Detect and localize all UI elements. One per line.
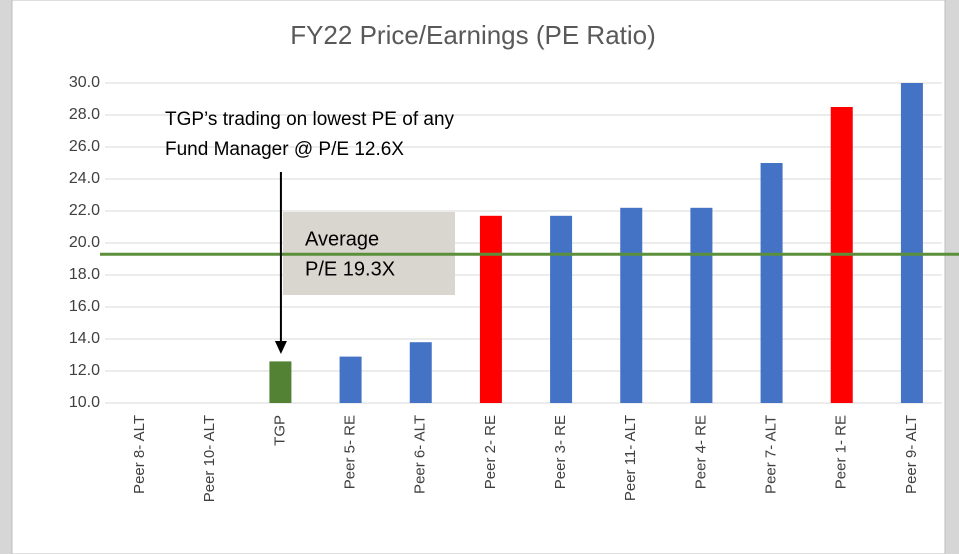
y-tick-label: 28.0 xyxy=(69,106,100,123)
y-tick-label: 22.0 xyxy=(69,202,100,219)
x-tick-label: TGP xyxy=(271,415,288,446)
y-tick-label: 12.0 xyxy=(69,362,100,379)
bar xyxy=(900,83,923,403)
y-tick-label: 14.0 xyxy=(69,330,100,347)
x-tick-label: Peer 5- RE xyxy=(342,415,359,489)
y-tick-label: 16.0 xyxy=(69,298,100,315)
x-tick-label: Peer 9- ALT xyxy=(903,415,920,494)
bar xyxy=(690,207,713,403)
x-tick-label: Peer 11- ALT xyxy=(622,415,639,501)
average-label: P/E 19.3X xyxy=(305,258,395,280)
y-tick-label: 24.0 xyxy=(69,170,100,187)
x-tick-label: Peer 8- ALT xyxy=(131,415,148,494)
x-tick-label: Peer 10- ALT xyxy=(201,415,218,502)
y-tick-label: 30.0 xyxy=(69,74,100,91)
annotation: TGP’s trading on lowest PE of any xyxy=(165,109,455,130)
x-tick-label: Peer 6- ALT xyxy=(412,415,429,494)
x-tick-label: Peer 4- RE xyxy=(692,415,709,489)
bar xyxy=(339,356,362,403)
bar xyxy=(479,215,502,403)
x-tick-label: Peer 7- ALT xyxy=(763,415,780,494)
chart-title: FY22 Price/Earnings (PE Ratio) xyxy=(290,20,656,50)
bar xyxy=(409,342,432,403)
x-tick-label: Peer 1- RE xyxy=(833,415,850,489)
x-tick-label: Peer 2- RE xyxy=(482,415,499,489)
bar xyxy=(760,163,783,403)
chart-panel xyxy=(11,0,946,554)
bar xyxy=(620,207,643,403)
arrow-head xyxy=(274,341,287,354)
average-label: Average xyxy=(305,228,379,250)
bar xyxy=(550,215,573,403)
bar xyxy=(269,361,292,403)
y-tick-label: 20.0 xyxy=(69,234,100,251)
annotation: Fund Manager @ P/E 12.6X xyxy=(165,139,404,160)
y-tick-label: 26.0 xyxy=(69,138,100,155)
y-tick-label: 10.0 xyxy=(69,394,100,411)
y-tick-label: 18.0 xyxy=(69,266,100,283)
x-tick-label: Peer 3- RE xyxy=(552,415,569,489)
